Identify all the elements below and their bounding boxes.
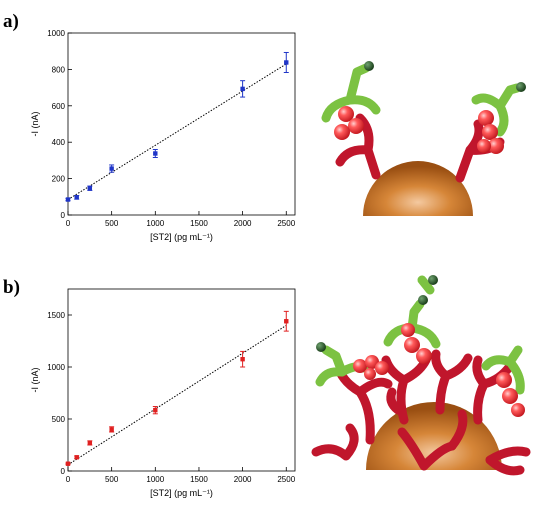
data-point <box>153 151 158 156</box>
bead <box>363 161 473 216</box>
y-tick-label: 200 <box>52 175 66 184</box>
data-point <box>74 195 79 200</box>
plot-frame <box>67 288 296 472</box>
y-tick-label: 0 <box>61 211 66 220</box>
chart-a: 0 500 1000 1500 2000 2500 0 200 400 600 800 1000 [ST… <box>30 29 296 242</box>
data-point <box>87 440 93 446</box>
antigen <box>496 372 512 388</box>
capture-antibody <box>311 423 359 461</box>
antigen <box>502 388 518 404</box>
x-tick-label: 500 <box>105 475 119 484</box>
y-tick-label: 1000 <box>47 29 65 38</box>
data-point <box>284 319 289 324</box>
label-tag <box>516 82 526 92</box>
illustration-b <box>311 275 531 476</box>
detection-antibody <box>481 345 525 395</box>
x-tick-label: 2000 <box>234 475 252 484</box>
antigen <box>511 403 525 417</box>
x-tick-label: 1500 <box>190 475 208 484</box>
antigen <box>334 124 350 140</box>
x-axis-label: [ST2] (pg mL⁻¹) <box>150 488 213 498</box>
y-tick-label: 500 <box>52 415 66 424</box>
antigen <box>416 348 432 364</box>
data-point <box>109 166 114 171</box>
fit-line <box>67 63 287 200</box>
y-tick-label: 400 <box>52 138 66 147</box>
label-tag <box>428 275 438 285</box>
x-axis-label: [ST2] (pg mL⁻¹) <box>150 232 213 242</box>
data-point <box>109 427 114 432</box>
antigen <box>353 359 367 373</box>
antigen <box>364 368 376 380</box>
fit-line <box>67 324 287 466</box>
antigen <box>404 337 420 353</box>
y-axis-label: -I (nA) <box>30 367 40 392</box>
detection-antibody <box>383 299 441 349</box>
data-point <box>284 60 289 65</box>
capture-antibody <box>335 113 381 180</box>
y-tick-label: 1500 <box>47 311 65 320</box>
x-tick-label: 0 <box>66 219 71 228</box>
x-tick-label: 2500 <box>277 475 295 484</box>
label-tag <box>364 61 374 71</box>
y-tick-label: 600 <box>52 102 66 111</box>
panel-a-letter: a) <box>3 11 19 32</box>
data-point <box>65 461 71 466</box>
capture-antibody <box>431 349 473 415</box>
x-tick-label: 2000 <box>234 219 252 228</box>
x-tick-label: 1500 <box>190 219 208 228</box>
chart-b: 0 500 1000 1500 2000 2500 0 500 1000 1500 [ST2] (p… <box>30 288 296 498</box>
x-tick-label: 500 <box>105 219 119 228</box>
data-point <box>87 186 93 191</box>
x-tick-label: 1000 <box>146 475 164 484</box>
data-point <box>240 357 245 362</box>
plot-frame <box>67 32 296 216</box>
detection-antibody <box>321 63 381 123</box>
data-point <box>153 407 158 413</box>
antigen <box>488 138 504 154</box>
data-point <box>65 197 71 202</box>
antigen <box>338 106 354 122</box>
y-tick-label: 800 <box>52 65 66 74</box>
detection-antibody <box>417 275 435 295</box>
illustration-a <box>321 61 526 216</box>
detection-antibody <box>471 83 522 137</box>
antigen <box>482 124 498 140</box>
label-tag <box>316 342 326 352</box>
capture-antibody <box>485 446 531 476</box>
data-point <box>74 455 79 460</box>
antigen <box>375 361 389 375</box>
x-tick-label: 0 <box>66 475 71 484</box>
antigen <box>348 118 364 134</box>
y-tick-label: 0 <box>61 467 66 476</box>
x-tick-label: 1000 <box>146 219 164 228</box>
antigen <box>401 323 415 337</box>
x-tick-label: 2500 <box>277 219 295 228</box>
label-tag <box>418 295 428 305</box>
capture-antibody <box>386 387 403 415</box>
panel-b-letter: b) <box>3 277 20 298</box>
data-point <box>240 86 245 92</box>
antigen <box>478 110 494 126</box>
y-tick-label: 1000 <box>47 363 65 372</box>
y-axis-label: -I (nA) <box>30 111 40 136</box>
detection-antibody <box>315 345 369 387</box>
antigen <box>477 139 491 153</box>
capture-antibody <box>447 409 468 451</box>
